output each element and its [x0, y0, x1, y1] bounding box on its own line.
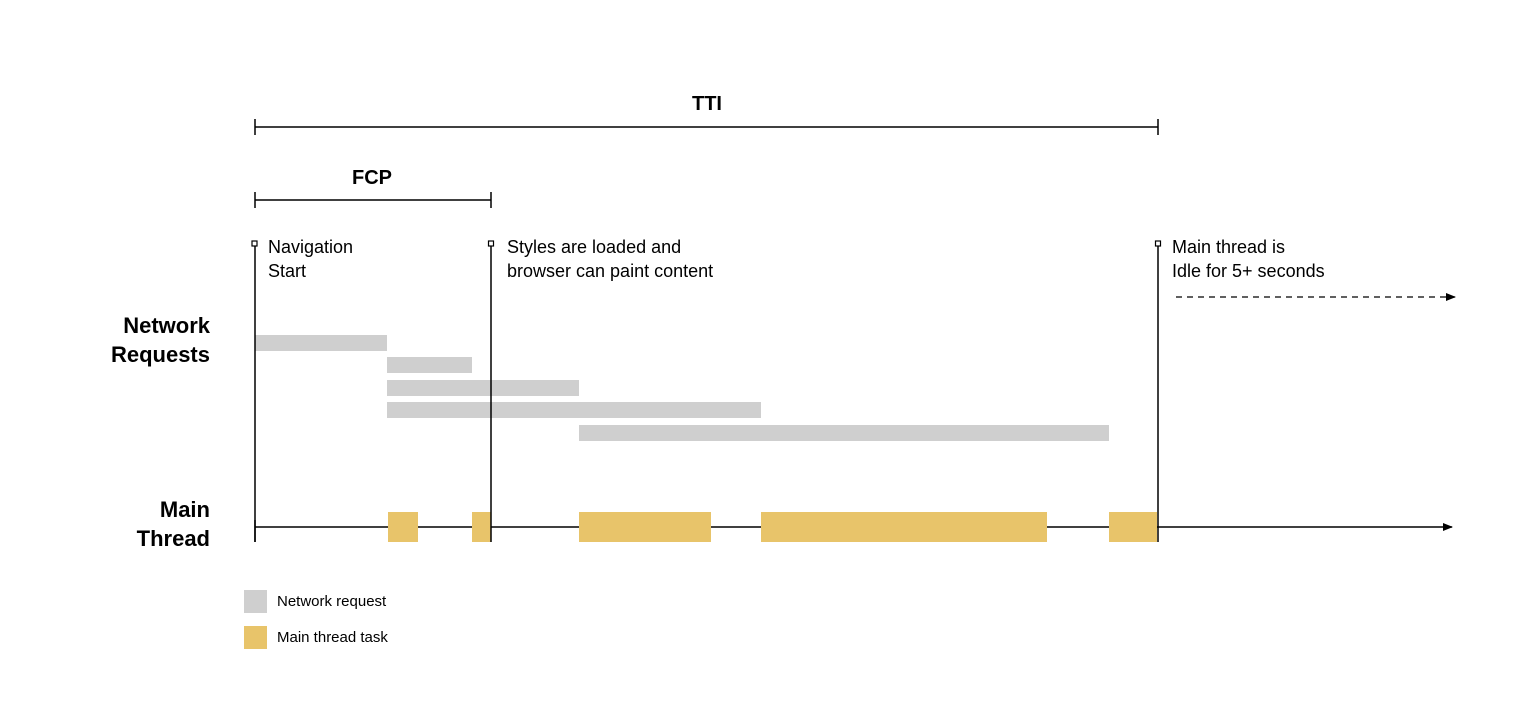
legend-item-network-request: Network request — [244, 589, 386, 613]
network-request-bar — [255, 335, 387, 351]
main-thread-row-label: Main Thread — [20, 495, 210, 553]
legend-network-request-label: Network request — [277, 592, 387, 610]
navigation-start-line1: Navigation — [268, 237, 354, 257]
network-requests-row-label: Network Requests — [20, 311, 210, 369]
main-thread-line2: Thread — [136, 526, 210, 551]
navigation-start-line2: Start — [268, 261, 307, 281]
styles-loaded-annotation: Styles are loaded and browser can paint … — [507, 235, 713, 283]
main-thread-task — [579, 512, 711, 542]
fcp-label: FCP — [352, 167, 392, 189]
styles-loaded-line2: browser can paint content — [507, 261, 714, 281]
main-thread-tasks — [388, 512, 1157, 542]
navigation-start-annotation: Navigation Start — [268, 235, 353, 283]
network-requests-line1: Network — [123, 313, 210, 338]
legend-item-main-thread-task: Main thread task — [244, 625, 388, 649]
main-thread-task — [472, 512, 491, 542]
fcp-span-bracket — [254, 192, 492, 208]
idle-line2: Idle for 5+ seconds — [1172, 261, 1325, 281]
network-request-bar — [387, 402, 761, 418]
main-thread-task — [388, 512, 418, 542]
main-thread-task — [761, 512, 1047, 542]
network-request-bar — [387, 380, 579, 396]
legend-main-thread-task-label: Main thread task — [277, 628, 388, 646]
idle-annotation: Main thread is Idle for 5+ seconds — [1172, 235, 1325, 283]
network-request-swatch — [244, 589, 267, 613]
network-requests-line2: Requests — [110, 342, 210, 367]
idle-marker — [1154, 240, 1162, 542]
main-thread-line1: Main — [159, 497, 210, 522]
styles-loaded-marker — [487, 240, 495, 542]
tti-span-bracket — [254, 119, 1159, 135]
tti-label: TTI — [692, 93, 722, 115]
network-request-bar — [387, 357, 472, 373]
main-thread-task-swatch — [244, 625, 267, 649]
network-request-bar — [579, 425, 1109, 441]
navigation-start-marker — [251, 240, 258, 542]
styles-loaded-line1: Styles are loaded and — [507, 237, 682, 257]
idle-line1: Main thread is — [1172, 237, 1286, 257]
network-request-bars — [255, 335, 1109, 441]
main-thread-task — [1109, 512, 1157, 542]
